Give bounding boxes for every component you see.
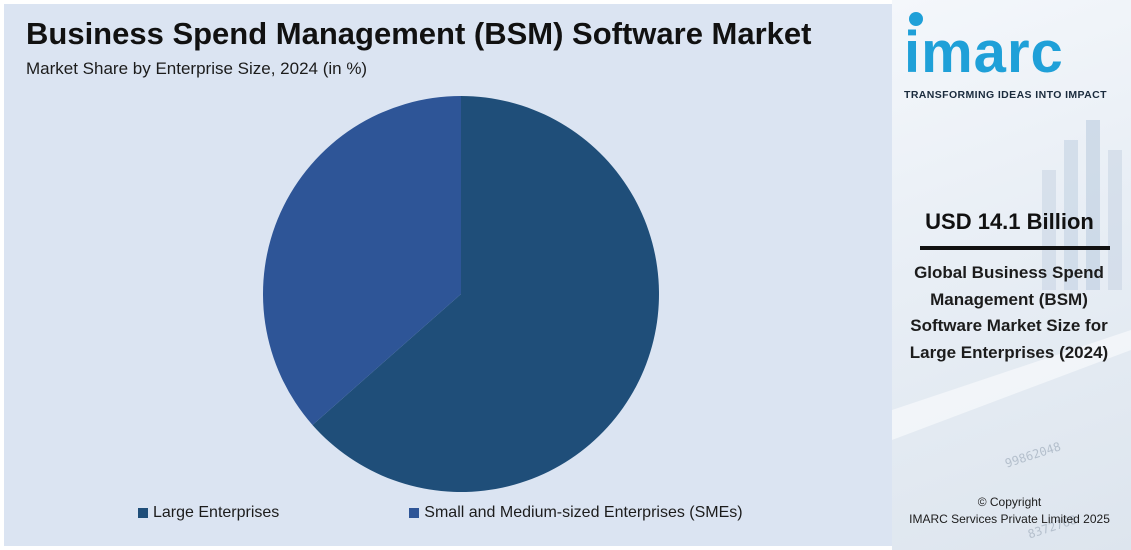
pie-slice-small-and-medium-sized-enterprises-smes (263, 96, 461, 425)
logo-dot (909, 12, 923, 26)
imarc-logo: imarc (904, 8, 1119, 88)
decorative-background (892, 120, 1131, 440)
info-panel: 99862048 8372768 imarc TRANSFORMING IDEA… (892, 0, 1131, 550)
legend-swatch (138, 508, 148, 518)
legend-item-large-enterprises: Large Enterprises (138, 504, 279, 522)
logo-tagline: TRANSFORMING IDEAS INTO IMPACT (904, 89, 1107, 101)
copyright-line: IMARC Services Private Limited 2025 (909, 512, 1110, 526)
chart-title: Business Spend Management (BSM) Software… (26, 16, 812, 51)
chart-subtitle: Market Share by Enterprise Size, 2024 (i… (26, 59, 368, 78)
legend-item-smes: Small and Medium-sized Enterprises (SMEs… (409, 504, 743, 522)
legend-label: Large Enterprises (153, 504, 280, 521)
logo-text: imarc (904, 20, 1064, 85)
chart-legend: Large Enterprises Small and Medium-sized… (138, 504, 743, 522)
divider (920, 246, 1110, 250)
legend-swatch (409, 508, 420, 518)
pie-chart (263, 96, 659, 492)
copyright: © Copyright IMARC Services Private Limit… (892, 494, 1127, 528)
market-size-description: Global Business Spend Management (BSM) S… (909, 263, 1109, 362)
chart-panel: Business Spend Management (BSM) Software… (4, 4, 892, 546)
copyright-line: © Copyright (977, 495, 1042, 509)
legend-label: Small and Medium-sized Enterprises (SMEs… (424, 504, 743, 521)
pie-slice-large-enterprises (312, 96, 659, 492)
market-size-value: USD 14.1 Billion (925, 209, 1094, 234)
